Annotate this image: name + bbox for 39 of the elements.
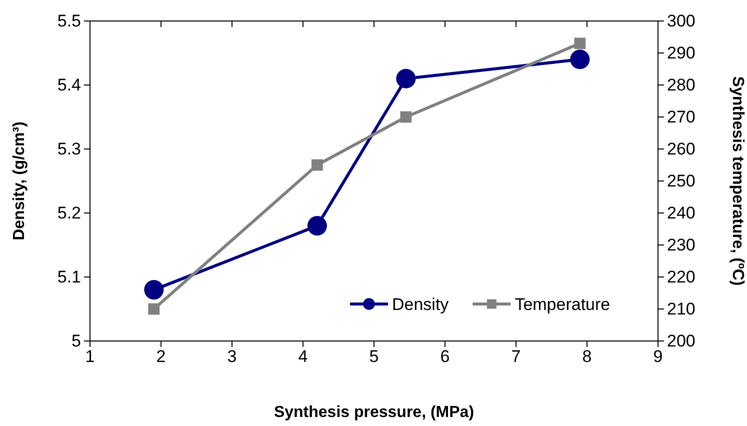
- y2-axis-title: Synthesis temperature, (ºC): [729, 76, 746, 286]
- point: [570, 50, 590, 70]
- point: [400, 111, 412, 123]
- y-tick-label: 5.5: [57, 11, 81, 30]
- x-tick-label: 6: [440, 347, 450, 366]
- x-tick-label: 1: [85, 347, 95, 366]
- point: [148, 303, 160, 315]
- y2-tick-label: 240: [667, 203, 696, 222]
- x-tick-label: 5: [369, 347, 379, 366]
- x-axis-title: Synthesis pressure, (MPa): [274, 404, 474, 421]
- y2-tick-label: 270: [667, 107, 696, 126]
- y-axis-title: Density, (g/cm³): [11, 122, 28, 240]
- legend-label: Density: [392, 294, 450, 314]
- y2-tick-label: 300: [667, 11, 696, 30]
- y-tick-label: 5.1: [57, 267, 81, 286]
- y-tick-label: 5: [72, 331, 81, 350]
- y2-tick-label: 210: [667, 299, 696, 318]
- y2-tick-label: 280: [667, 75, 696, 94]
- y2-tick-label: 230: [667, 235, 696, 254]
- y-tick-label: 5.2: [57, 203, 81, 222]
- point: [312, 159, 323, 171]
- x-tick-label: 8: [582, 347, 592, 366]
- point: [307, 216, 327, 236]
- x-tick-label: 2: [156, 347, 166, 366]
- x-tick-label: 3: [227, 347, 237, 366]
- y2-tick-label: 290: [667, 43, 696, 62]
- point: [574, 38, 586, 50]
- y2-tick-label: 250: [667, 171, 696, 190]
- y-tick-label: 5.4: [57, 75, 81, 94]
- y-tick-label: 5.3: [57, 139, 81, 158]
- x-tick-label: 9: [653, 347, 663, 366]
- y2-tick-label: 200: [667, 331, 696, 350]
- y2-tick-label: 260: [667, 139, 696, 158]
- y2-tick-label: 220: [667, 267, 696, 286]
- legend-label: Temperature: [514, 294, 610, 314]
- point: [396, 68, 416, 88]
- x-tick-label: 7: [511, 347, 521, 366]
- point: [144, 280, 164, 300]
- x-tick-label: 4: [298, 347, 308, 366]
